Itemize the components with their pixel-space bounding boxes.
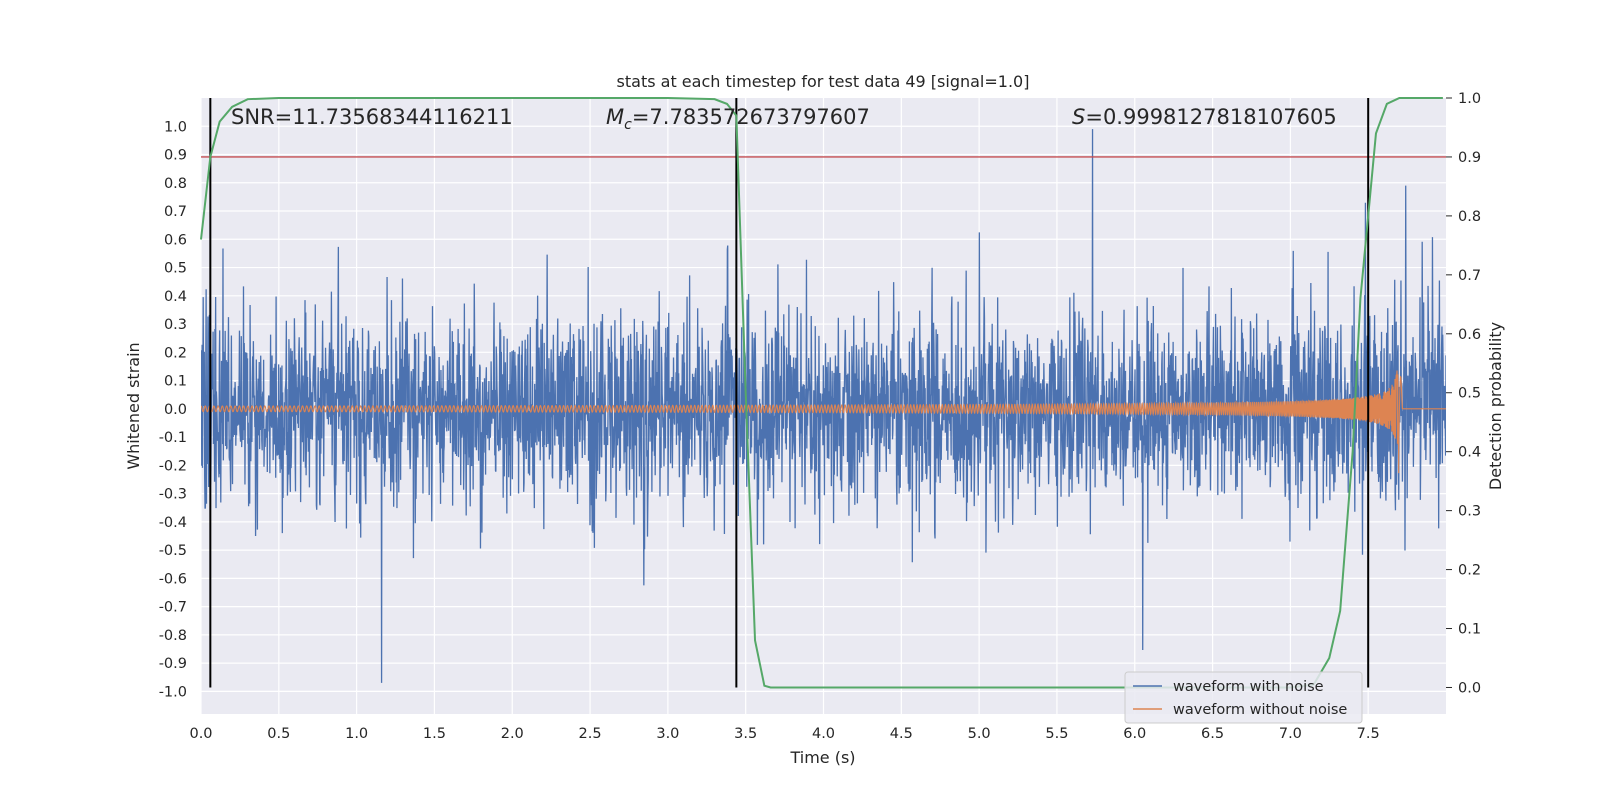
y-tick-label: -0.8: [159, 628, 187, 644]
score-annotation: S=0.9998127818107605: [1072, 105, 1337, 129]
x-tick-label: 6.5: [1201, 726, 1224, 742]
x-tick-label: 0.0: [189, 726, 212, 742]
y-tick-label: -0.1: [159, 430, 187, 446]
y-tick-label: 1.0: [164, 119, 187, 135]
y-tick-label: 0.5: [164, 261, 187, 277]
ticks: 0.0 0.5 1.0 1.5 2.0 2.5 3.0 3.5 4.0 4.5 5.0 5.5 6.0 6…: [159, 91, 1481, 742]
y-tick-label: -0.2: [159, 458, 187, 474]
x-tick-label: 4.0: [812, 726, 835, 742]
x-tick-label: 5.5: [1045, 726, 1068, 742]
chart-title: stats at each timestep for test data 49 …: [617, 72, 1030, 91]
score-value: =0.9998127818107605: [1085, 105, 1336, 129]
chirp-mass-value: =7.783572673797607: [632, 105, 870, 129]
overlay-layer: [200, 97, 1446, 689]
y-tick-label: 0.1: [164, 374, 187, 390]
x-tick-label: 2.5: [579, 726, 602, 742]
score-symbol: S: [1072, 105, 1085, 129]
y-axis-label: Whitened strain: [124, 342, 143, 469]
chirp-mass-symbol: M: [606, 105, 624, 129]
y-tick-label: 0.8: [164, 176, 187, 192]
snr-annotation: SNR=11.73568344116211: [231, 105, 513, 129]
y-tick-label: -0.7: [159, 600, 187, 616]
y2-tick-label: 0.8: [1458, 209, 1481, 225]
x-tick-label: 2.0: [501, 726, 524, 742]
y2-tick-label: 0.1: [1458, 622, 1481, 638]
y-tick-label: 0.9: [164, 148, 187, 164]
y2-tick-label: 0.5: [1458, 386, 1481, 402]
x-tick-label: 1.5: [423, 726, 446, 742]
y-tick-label: -0.3: [159, 487, 187, 503]
y2-tick-label: 0.0: [1458, 680, 1481, 696]
y-tick-label: -0.5: [159, 543, 187, 559]
legend-label-clean: waveform without noise: [1173, 702, 1347, 718]
y2-tick-label: 1.0: [1458, 91, 1481, 107]
x-tick-label: 7.5: [1357, 726, 1380, 742]
y-tick-label: 0.4: [164, 289, 187, 305]
chirp-mass-annotation: Mc=7.783572673797607: [606, 105, 870, 133]
legend-label-noisy: waveform with noise: [1173, 679, 1324, 695]
y-tick-label: -0.4: [159, 515, 187, 531]
y-tick-label: -0.9: [159, 656, 187, 672]
x-tick-label: 6.0: [1123, 726, 1146, 742]
y2-axis-label: Detection probability: [1486, 322, 1505, 490]
chirp-mass-subscript: c: [624, 117, 632, 133]
y2-tick-label: 0.7: [1458, 268, 1481, 284]
x-tick-label: 5.0: [968, 726, 991, 742]
series-clean-waveform: [201, 370, 1446, 474]
y2-tick-label: 0.3: [1458, 504, 1481, 520]
y-tick-label: -0.6: [159, 571, 187, 587]
series-layer: [201, 129, 1446, 683]
y2-tick-label: 0.4: [1458, 445, 1481, 461]
x-tick-label: 3.5: [734, 726, 757, 742]
x-tick-label: 4.5: [890, 726, 913, 742]
x-axis-label: Time (s): [789, 748, 855, 767]
legend-box: [1124, 671, 1363, 724]
x-tick-label: 0.5: [267, 726, 290, 742]
y2-tick-label: 0.9: [1458, 150, 1481, 166]
y-tick-label: 0.6: [164, 232, 187, 248]
x-tick-label: 3.0: [656, 726, 679, 742]
legend: waveform with noise waveform without noi…: [1124, 671, 1363, 724]
y-tick-label: -1.0: [159, 684, 187, 700]
x-tick-label: 7.0: [1279, 726, 1302, 742]
y2-tick-label: 0.6: [1458, 327, 1481, 343]
y-tick-label: 0.7: [164, 204, 187, 220]
x-tick-label: 1.0: [345, 726, 368, 742]
y-tick-label: 0.3: [164, 317, 187, 333]
series-detection-probability: [200, 97, 1443, 689]
y-tick-label: 0.2: [164, 345, 187, 361]
y2-tick-label: 0.2: [1458, 563, 1481, 579]
y-tick-label: 0.0: [164, 402, 187, 418]
